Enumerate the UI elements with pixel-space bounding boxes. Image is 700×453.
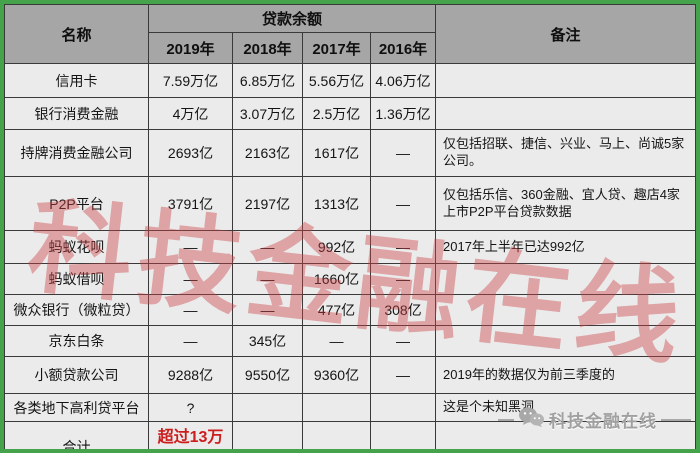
value-2019: — xyxy=(148,325,233,357)
table-row-licensed-consumer-finance: 持牌消费金融公司 2693亿 2163亿 1617亿 — 仅包括招联、捷信、兴业… xyxy=(4,129,696,177)
table-row-credit-card: 信用卡 7.59万亿 6.85万亿 5.56万亿 4.06万亿 xyxy=(4,63,696,98)
value-2018: 2197亿 xyxy=(232,176,303,231)
value-2016: — xyxy=(369,325,437,357)
value-2019: — xyxy=(148,263,233,295)
table-row-webank-weilidai: 微众银行（微粒贷） — — 477亿 308亿 xyxy=(4,294,696,326)
value-2016: 4.06万亿 xyxy=(369,63,437,98)
total-label: 合计 xyxy=(4,421,149,449)
value-2016 xyxy=(369,393,437,422)
value-2017: 2.5万亿 xyxy=(302,97,371,130)
value-2018: 9550亿 xyxy=(232,356,303,394)
row-name: 微众银行（微粒贷） xyxy=(4,294,149,326)
value-2019: — xyxy=(148,294,233,326)
value-2019: 4万亿 xyxy=(148,97,233,130)
value-2018 xyxy=(232,393,303,422)
row-note xyxy=(435,294,696,326)
header-year-2016: 2016年 xyxy=(369,32,437,64)
total-value-2017 xyxy=(302,421,371,449)
total-note xyxy=(435,421,696,449)
value-2018: — xyxy=(232,294,303,326)
value-2018: 345亿 xyxy=(232,325,303,357)
value-2018: — xyxy=(232,263,303,295)
row-note xyxy=(435,63,696,98)
value-2016: 1.36万亿 xyxy=(369,97,437,130)
value-2017: — xyxy=(302,325,371,357)
total-value-2016 xyxy=(369,421,437,449)
header-name-column: 名称 xyxy=(4,4,149,64)
row-name: 持牌消费金融公司 xyxy=(4,129,149,177)
value-2016: — xyxy=(369,176,437,231)
header-year-2018: 2018年 xyxy=(232,32,303,64)
table-row-ant-huabei: 蚂蚁花呗 — — 992亿 — 2017年上半年已达992亿 xyxy=(4,230,696,264)
row-name: 蚂蚁借呗 xyxy=(4,263,149,295)
header-year-2019: 2019年 xyxy=(148,32,233,64)
value-2019: 9288亿 xyxy=(148,356,233,394)
value-2019: 2693亿 xyxy=(148,129,233,177)
value-2016: — xyxy=(369,230,437,264)
value-2019: — xyxy=(148,230,233,264)
row-note: 仅包括招联、捷信、兴业、马上、尚诚5家公司。 xyxy=(435,129,696,177)
row-name: 银行消费金融 xyxy=(4,97,149,130)
value-2017: 477亿 xyxy=(302,294,371,326)
header-loan-balance-group: 贷款余额 xyxy=(147,4,437,33)
row-name: 信用卡 xyxy=(4,63,149,98)
value-2016: 308亿 xyxy=(369,294,437,326)
table-row-bank-consumer-finance: 银行消费金融 4万亿 3.07万亿 2.5万亿 1.36万亿 xyxy=(4,97,696,130)
loan-balance-table: 名称 贷款余额 备注 2019年 2018年 2017年 2016年 信用卡 7… xyxy=(4,4,696,449)
value-2016: — xyxy=(369,356,437,394)
value-2017: 1617亿 xyxy=(302,129,371,177)
row-note: 这是个未知黑洞 xyxy=(435,393,696,422)
value-2017: 1313亿 xyxy=(302,176,371,231)
row-note xyxy=(435,263,696,295)
row-name: 京东白条 xyxy=(4,325,149,357)
header-notes-column: 备注 xyxy=(435,4,696,64)
row-note: 2017年上半年已达992亿 xyxy=(435,230,696,264)
table-row-underground-lending: 各类地下高利贷平台 ? 这是个未知黑洞 xyxy=(4,393,696,422)
row-name: 蚂蚁花呗 xyxy=(4,230,149,264)
value-2018: 2163亿 xyxy=(232,129,303,177)
value-2016: — xyxy=(369,263,437,295)
value-2019: ? xyxy=(148,393,233,422)
row-note xyxy=(435,325,696,357)
value-2017: 1660亿 xyxy=(302,263,371,295)
value-2017 xyxy=(302,393,371,422)
row-name: P2P平台 xyxy=(4,176,149,231)
table-row-ant-jiebei: 蚂蚁借呗 — — 1660亿 — xyxy=(4,263,696,295)
row-note: 仅包括乐信、360金融、宜人贷、趣店4家上市P2P平台贷款数据 xyxy=(435,176,696,231)
table-row-total: 合计 超过13万亿 xyxy=(4,421,696,449)
total-value-2018 xyxy=(232,421,303,449)
row-note: 2019年的数据仅为前三季度的 xyxy=(435,356,696,394)
value-2017: 5.56万亿 xyxy=(302,63,371,98)
value-2016: — xyxy=(369,129,437,177)
table-row-p2p-platform: P2P平台 3791亿 2197亿 1313亿 — 仅包括乐信、360金融、宜人… xyxy=(4,176,696,231)
row-note xyxy=(435,97,696,130)
value-2019: 7.59万亿 xyxy=(148,63,233,98)
value-2017: 9360亿 xyxy=(302,356,371,394)
table-row-microloan-companies: 小额贷款公司 9288亿 9550亿 9360亿 — 2019年的数据仅为前三季… xyxy=(4,356,696,394)
header-year-2017: 2017年 xyxy=(302,32,371,64)
value-2019: 3791亿 xyxy=(148,176,233,231)
total-value-2019: 超过13万亿 xyxy=(148,421,233,449)
value-2017: 992亿 xyxy=(302,230,371,264)
value-2018: — xyxy=(232,230,303,264)
table-row-jd-baitiao: 京东白条 — 345亿 — — xyxy=(4,325,696,357)
row-name: 小额贷款公司 xyxy=(4,356,149,394)
value-2018: 3.07万亿 xyxy=(232,97,303,130)
value-2018: 6.85万亿 xyxy=(232,63,303,98)
row-name: 各类地下高利贷平台 xyxy=(4,393,149,422)
